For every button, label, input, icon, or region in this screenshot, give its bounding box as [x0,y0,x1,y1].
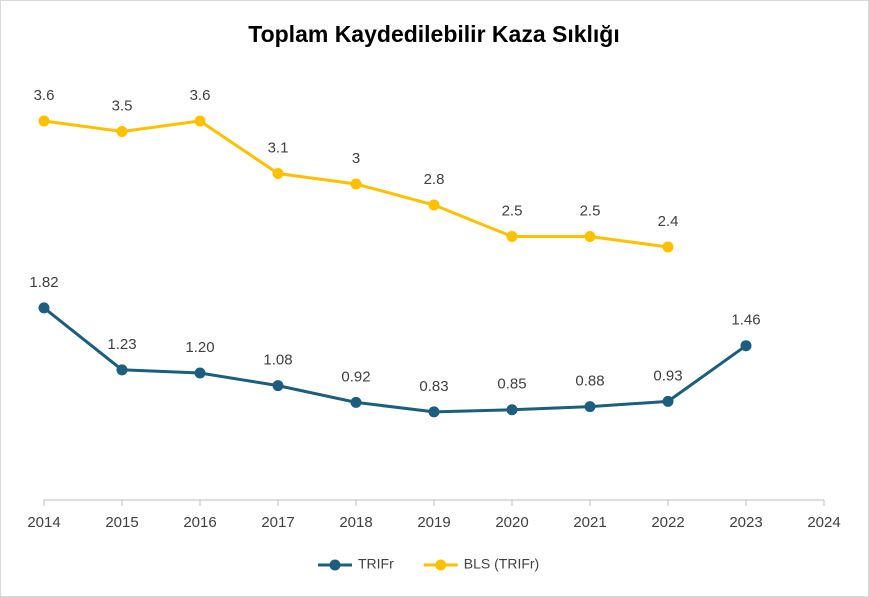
data-point [194,367,206,379]
data-point [38,115,50,127]
data-label: 2.8 [424,171,445,188]
data-point [584,231,596,242]
data-label: 1.82 [29,274,58,291]
data-label: 2.4 [658,213,679,230]
data-point [506,231,518,242]
data-label: 0.83 [419,378,448,395]
legend-label: TRIFr [358,556,394,572]
data-point [662,241,674,253]
x-tick-label: 2018 [339,514,372,531]
x-tick-label: 2014 [27,514,60,531]
data-point [272,168,284,179]
legend-label: BLS (TRIFr) [464,556,539,572]
chart-title: Toplam Kaydedilebilir Kaza Sıklığı [248,21,620,47]
data-label: 3.6 [34,87,55,104]
data-label: 3.6 [190,87,211,104]
data-point [740,340,752,352]
data-point [38,302,50,314]
x-tick-label: 2020 [495,514,528,531]
x-tick-label: 2023 [729,514,762,531]
data-point [662,395,674,407]
data-label: 3.1 [268,139,289,156]
legend-marker [329,559,341,571]
data-point [272,380,284,392]
data-label: 3.5 [112,97,133,114]
x-tick-label: 2019 [417,514,450,531]
data-label: 0.88 [575,373,604,390]
x-tick-label: 2022 [651,514,684,531]
data-point [428,199,440,211]
data-point [194,115,206,127]
data-label: 1.08 [263,352,292,369]
data-point [350,178,362,190]
data-label: 1.23 [107,336,136,353]
data-label: 2.5 [502,202,523,219]
data-label: 0.93 [653,367,682,384]
data-point [116,126,128,137]
legend-marker [435,559,447,571]
data-point [350,396,362,408]
x-tick-label: 2021 [573,514,606,531]
data-label: 1.46 [731,312,760,329]
data-label: 3 [352,150,360,167]
x-tick-label: 2024 [807,514,840,531]
data-label: 2.5 [580,202,601,219]
data-label: 0.85 [497,376,526,393]
x-tick-label: 2017 [261,514,294,531]
x-tick-label: 2016 [183,514,216,531]
data-label: 1.20 [185,339,214,356]
data-point [428,406,440,418]
data-point [506,404,518,416]
series-line [43,306,747,414]
data-point [116,364,128,376]
data-point [584,401,596,413]
x-tick-label: 2015 [105,514,138,531]
data-label: 0.92 [341,368,370,385]
